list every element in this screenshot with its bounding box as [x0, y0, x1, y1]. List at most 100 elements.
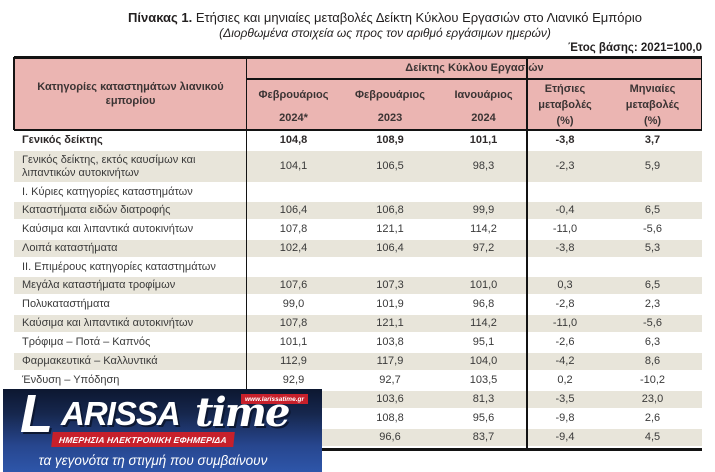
row-label: ΙΙ. Επιμέρους κατηγορίες καταστημάτων [22, 260, 216, 273]
row-value-4 [603, 184, 702, 200]
row-value-2 [440, 184, 527, 200]
row-value-0: 107,6 [279, 279, 308, 292]
section-row: ΙΙ. Επιμέρους κατηγορίες καταστημάτων [14, 259, 702, 277]
table-title-prefix: Πίνακας 1. [128, 10, 193, 25]
row-value-4: 6,5 [644, 204, 661, 217]
row-value-1: 108,9 [376, 134, 404, 147]
row-value-3 [527, 259, 603, 275]
row-value-2: 101,0 [469, 279, 498, 292]
logo-url-badge: www.larissatime.gr [241, 394, 309, 404]
row-value-2: 114,2 [470, 317, 497, 330]
row-value-4: -10,2 [639, 374, 666, 387]
row-value-2: 83,7 [472, 431, 495, 444]
row-label: Καύσιμα και λιπαντικά αυτοκινήτων [22, 223, 194, 236]
row-label: Ι. Κύριες κατηγορίες καταστημάτων [22, 185, 193, 198]
row-value-0 [247, 259, 340, 275]
logo-strip-text: ΗΜΕΡΗΣΙΑ ΗΛΕΚΤΡΟΝΙΚΗ ΕΦΗΜΕΡΙΔΑ [51, 432, 235, 447]
row-value-4: 8,6 [644, 355, 661, 368]
column-header-0: Φεβρουάριος 2024* [258, 89, 329, 124]
row-value-2: 103,5 [469, 374, 498, 387]
index-group-header: Δείκτης Κύκλου Εργασιών [405, 62, 544, 74]
table-row: Πολυκαταστήματα 99,0 101,9 96,8 -2,8 2,3 [14, 296, 702, 315]
row-value-0: 104,1 [279, 160, 308, 173]
row-value-1: 106,8 [376, 204, 404, 217]
table-row: Τρόφιμα – Ποτά – Καπνός 101,1 103,8 95,1 -2,… [14, 334, 702, 353]
row-value-3: -2,3 [555, 160, 575, 173]
table-row: Ένδυση – Υπόδηση 92,9 92,7 103,5 0,2 -10,2 [14, 372, 702, 391]
row-value-0 [247, 184, 340, 200]
row-value-2: 95,1 [472, 336, 495, 349]
row-label: Φαρμακευτικά – Καλλυντικά [22, 355, 158, 368]
row-value-4: 5,9 [644, 160, 661, 173]
row-value-0: 106,4 [279, 204, 308, 217]
row-value-4: 4,5 [644, 431, 661, 444]
row-value-3: -0,4 [555, 204, 575, 217]
row-value-4: 3,7 [644, 134, 661, 147]
column-divider-right [526, 57, 528, 450]
logo-tagline: τα γεγονότα τη στιγμή που συμβαίνουν [38, 453, 268, 468]
row-value-0: 112,9 [280, 355, 307, 368]
table-title-main: Ετήσιες και μηνιαίες μεταβολές Δείκτη Κύ… [192, 10, 642, 25]
header-right-border [700, 57, 702, 130]
row-value-2: 114,2 [470, 223, 497, 236]
row-value-1: 121,1 [376, 317, 404, 330]
row-value-1: 103,6 [376, 393, 404, 406]
row-value-4: -5,6 [643, 317, 662, 330]
row-label: Γενικός δείκτης, εκτός καυσίμων και λιπα… [22, 154, 196, 179]
row-label: Μεγάλα καταστήματα τροφίμων [22, 279, 176, 292]
column-header-2: Ιανουάριος 2024 [454, 89, 513, 124]
row-label: Γενικός δείκτης [22, 134, 103, 147]
row-value-2: 99,9 [472, 204, 495, 217]
table-top-border [14, 56, 702, 59]
row-value-1: 108,8 [376, 412, 404, 425]
row-value-0: 101,1 [279, 336, 308, 349]
row-value-2 [440, 259, 527, 275]
row-value-0: 107,8 [279, 223, 308, 236]
row-value-1: 121,1 [376, 223, 404, 236]
table-row: Μεγάλα καταστήματα τροφίμων 107,6 107,3 101… [14, 277, 702, 296]
table-row: Καύσιμα και λιπαντικά αυτοκινήτων 107,8 12… [14, 221, 702, 240]
row-value-2: 81,3 [472, 393, 495, 406]
header-underline [14, 129, 702, 131]
column-divider-left [245, 57, 247, 450]
row-label: Πολυκαταστήματα [22, 298, 110, 311]
row-value-1: 103,8 [376, 336, 404, 349]
row-value-1: 92,7 [379, 374, 401, 387]
table-row: Γενικός δείκτης, εκτός καυσίμων και λιπα… [14, 151, 702, 184]
row-value-1 [340, 259, 440, 275]
row-value-3: -11,0 [552, 223, 578, 236]
row-value-0: 92,9 [282, 374, 305, 387]
row-label: Καταστήματα ειδών διατροφής [22, 204, 171, 217]
row-value-2: 101,1 [469, 134, 498, 147]
row-value-2: 95,6 [472, 412, 495, 425]
column-header-1: Φεβρουάριος 2023 [355, 89, 425, 124]
row-value-3 [527, 184, 603, 200]
row-value-3: 0,2 [557, 374, 573, 387]
row-label: Καύσιμα και λιπαντικά αυτοκινήτων [22, 317, 194, 330]
table-subtitle: (Διορθωμένα στοιχεία ως προς τον αριθμό … [219, 26, 551, 40]
row-value-3: -2,6 [555, 336, 575, 349]
row-value-3: -3,5 [555, 393, 575, 406]
row-value-1: 96,6 [379, 431, 401, 444]
row-value-0: 107,8 [279, 317, 308, 330]
title-block: Πίνακας 1. Ετήσιες και μηνιαίες μεταβολέ… [55, 10, 715, 41]
table-title: Πίνακας 1. Ετήσιες και μηνιαίες μεταβολέ… [55, 10, 715, 26]
column-header-4: Μηνιαίες μεταβολές (%) [625, 83, 680, 127]
column-header-3: Ετήσιες μεταβολές (%) [538, 83, 592, 127]
row-value-1: 106,5 [376, 160, 404, 173]
row-value-1: 107,3 [376, 279, 404, 292]
row-value-1: 106,4 [376, 242, 404, 255]
row-value-3: -9,8 [555, 412, 575, 425]
base-year-note: Έτος βάσης: 2021=100,0 [568, 42, 702, 54]
row-value-3: -4,2 [555, 355, 575, 368]
row-value-3: -9,4 [555, 431, 575, 444]
row-value-3: 0,3 [557, 279, 573, 292]
row-value-4: 2,6 [644, 412, 661, 425]
row-value-2: 98,3 [472, 160, 495, 173]
row-value-1 [340, 184, 440, 200]
row-value-4: -5,6 [643, 223, 662, 236]
table-header: Κατηγορίες καταστημάτων λιανικού εμπορίο… [14, 57, 702, 130]
row-value-3: -2,8 [555, 298, 575, 311]
row-value-4: 6,3 [644, 336, 661, 349]
